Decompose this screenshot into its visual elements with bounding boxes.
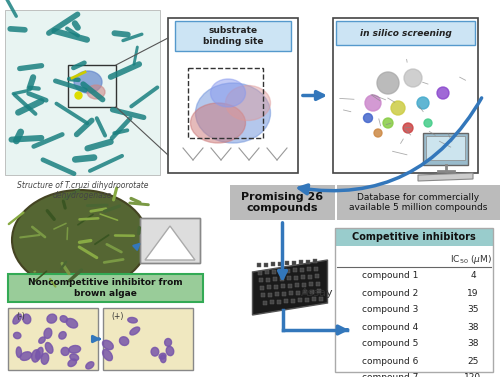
Text: Database for commercially
available 5 million compounds: Database for commercially available 5 mi… (350, 193, 488, 212)
Polygon shape (145, 226, 195, 260)
Ellipse shape (160, 355, 166, 363)
Ellipse shape (20, 352, 32, 360)
Ellipse shape (23, 314, 31, 324)
Bar (426, 136, 465, 160)
Bar (337, 185, 500, 220)
Circle shape (417, 97, 429, 109)
Ellipse shape (70, 354, 78, 361)
Bar (230, 185, 335, 220)
Text: Assay: Assay (300, 288, 333, 297)
Ellipse shape (166, 346, 174, 356)
Bar (8, 274, 203, 302)
Ellipse shape (210, 79, 246, 107)
Text: 25: 25 (468, 357, 478, 365)
Bar (168, 18, 298, 173)
Bar (333, 18, 478, 173)
Circle shape (437, 87, 449, 99)
Circle shape (364, 113, 372, 123)
Bar (140, 218, 200, 263)
Text: (-): (-) (16, 312, 25, 321)
Bar (423, 133, 468, 165)
Bar (335, 228, 493, 246)
Circle shape (365, 95, 381, 111)
Ellipse shape (226, 86, 270, 121)
Text: Promising 26
compounds: Promising 26 compounds (242, 192, 324, 213)
Text: compound 6: compound 6 (362, 357, 418, 365)
Ellipse shape (130, 327, 140, 335)
Text: in silico screening: in silico screening (360, 29, 452, 37)
Circle shape (391, 101, 405, 115)
FancyBboxPatch shape (336, 21, 475, 45)
Text: Noncompetitive inhibitor from
brown algae: Noncompetitive inhibitor from brown alga… (28, 278, 183, 298)
Ellipse shape (59, 332, 66, 339)
Text: 120: 120 (464, 374, 481, 377)
Ellipse shape (13, 314, 22, 324)
Text: compound 5: compound 5 (362, 340, 418, 348)
Ellipse shape (66, 319, 78, 328)
Ellipse shape (196, 83, 270, 143)
Ellipse shape (74, 71, 102, 93)
Text: IC$_{50}$ ($\mu$M): IC$_{50}$ ($\mu$M) (450, 253, 492, 267)
Ellipse shape (102, 340, 114, 349)
Polygon shape (252, 260, 328, 315)
Circle shape (374, 129, 382, 137)
Text: 35: 35 (467, 305, 479, 314)
Circle shape (403, 123, 413, 133)
Polygon shape (418, 173, 473, 181)
Text: compound 1: compound 1 (362, 271, 418, 280)
Text: 38: 38 (467, 340, 479, 348)
Text: (+): (+) (111, 312, 124, 321)
Ellipse shape (190, 103, 246, 143)
FancyBboxPatch shape (175, 21, 291, 51)
Ellipse shape (86, 362, 94, 369)
Bar (335, 246, 493, 372)
Ellipse shape (39, 337, 45, 343)
Ellipse shape (46, 342, 53, 353)
Bar (68, 65, 116, 107)
Text: 38: 38 (467, 322, 479, 331)
Ellipse shape (61, 347, 69, 356)
Ellipse shape (102, 349, 113, 361)
Ellipse shape (68, 359, 76, 366)
Ellipse shape (16, 347, 21, 357)
Text: Competitive inhibitors: Competitive inhibitors (352, 232, 476, 242)
Bar (8, 308, 98, 370)
Ellipse shape (47, 314, 56, 323)
Ellipse shape (44, 328, 52, 339)
Ellipse shape (159, 353, 166, 359)
Bar (140, 218, 200, 263)
Text: compound 4: compound 4 (362, 322, 418, 331)
Text: substrate
binding site: substrate binding site (203, 26, 263, 46)
Ellipse shape (164, 339, 172, 346)
FancyArrowPatch shape (299, 98, 482, 194)
Ellipse shape (120, 337, 128, 345)
Text: 4: 4 (470, 271, 476, 280)
Ellipse shape (151, 347, 158, 356)
Ellipse shape (12, 190, 148, 290)
Circle shape (424, 119, 432, 127)
Bar (188, 68, 263, 138)
Ellipse shape (69, 345, 80, 353)
Text: 19: 19 (467, 288, 479, 297)
Text: compound 2: compound 2 (362, 288, 418, 297)
Bar (5, 10, 160, 175)
Text: compound 7: compound 7 (362, 374, 418, 377)
Ellipse shape (14, 333, 21, 339)
Text: Structure of T.cruzi dihydroorotate
dehydrogenase: Structure of T.cruzi dihydroorotate dehy… (17, 181, 148, 201)
Bar (335, 228, 493, 372)
Ellipse shape (87, 85, 105, 99)
Circle shape (404, 69, 422, 87)
Bar (103, 308, 193, 370)
Ellipse shape (60, 316, 68, 322)
Ellipse shape (36, 347, 43, 360)
Ellipse shape (32, 350, 40, 362)
Text: compound 3: compound 3 (362, 305, 418, 314)
Ellipse shape (128, 317, 138, 323)
Circle shape (383, 118, 393, 128)
Ellipse shape (41, 353, 48, 364)
Circle shape (377, 72, 399, 94)
